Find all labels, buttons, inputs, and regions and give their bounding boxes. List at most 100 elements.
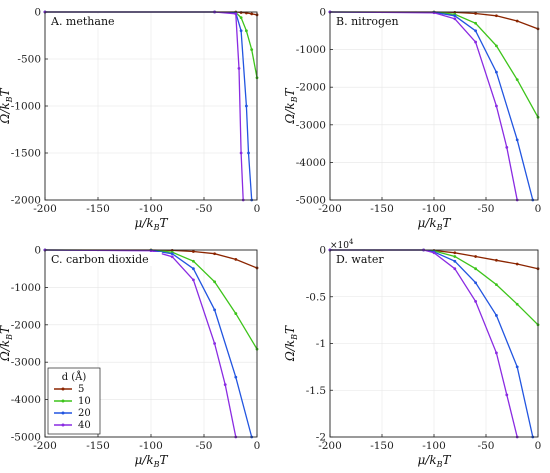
y-tick-label: -2000: [11, 195, 41, 207]
data-point: [495, 44, 498, 48]
data-point: [505, 145, 509, 149]
x-axis-label: μ/kBT: [417, 216, 451, 232]
data-point: [237, 67, 241, 70]
x-tick-label: -150: [86, 440, 110, 452]
y-tick-label: -1000: [11, 101, 41, 113]
y-tick-label: -1: [316, 338, 326, 350]
data-point: [474, 300, 477, 303]
x-axis-label: μ/kBT: [134, 453, 168, 469]
panel-title-bg: [47, 14, 117, 28]
data-point: [247, 151, 250, 155]
grid: [329, 249, 539, 438]
x-tick-label: -50: [196, 203, 213, 215]
data-point: [250, 48, 254, 51]
y-tick-label: -1000: [296, 44, 326, 56]
y-tick-label: 0: [319, 245, 326, 257]
data-point: [453, 14, 457, 18]
data-point: [495, 70, 498, 74]
x-tick-label: -100: [139, 203, 163, 215]
y-tick-label: 0: [34, 7, 41, 19]
panel-title: B. nitrogen: [336, 15, 399, 28]
panel-3: -200 -150 -100 -50 00-1000-2000-3000-4000-50…: [0, 245, 260, 470]
data-point: [453, 259, 457, 263]
x-tick-label: -200: [318, 203, 342, 215]
y-axis-label: Ω/kBT: [0, 87, 14, 124]
data-point: [453, 251, 457, 255]
y-tick-label: -5000: [296, 195, 326, 207]
legend-label-20: 20: [78, 408, 91, 419]
data-point: [474, 12, 477, 15]
x-tick-label: -200: [33, 440, 57, 452]
y-tick-label: -3000: [11, 357, 41, 369]
x-tick-label: -50: [196, 440, 213, 452]
data-point: [453, 267, 457, 271]
y-axis-label: Ω/kBT: [283, 325, 299, 362]
data-point: [234, 12, 238, 16]
x-tick-label: -100: [422, 203, 446, 215]
x-tick-label: -50: [478, 440, 495, 452]
x-tick-label: 0: [535, 203, 542, 215]
legend-label-10: 10: [78, 396, 91, 407]
data-point: [495, 14, 498, 18]
y-axis-label: Ω/kBT: [0, 325, 14, 362]
legend-marker: [61, 399, 65, 403]
panel-4: -200 -150 -100 -50 0 0 -0.5 -1 -1.5 -2 D. water μ/k…: [283, 238, 541, 469]
y-multiplier: ×104: [330, 238, 354, 251]
x-tick-label: -100: [422, 440, 446, 452]
y-tick-label: -2: [316, 432, 326, 444]
legend-marker: [61, 411, 65, 415]
data-point: [239, 16, 243, 20]
data-point: [234, 257, 238, 261]
data-point: [515, 78, 519, 82]
data-point: [474, 29, 477, 33]
data-point: [474, 255, 477, 258]
data-point: [213, 280, 217, 284]
data-point: [495, 104, 498, 108]
y-tick-label: -500: [17, 54, 41, 66]
data-point: [245, 104, 248, 108]
y-tick-label: -4000: [296, 157, 326, 169]
grid: [44, 11, 258, 201]
data-point: [245, 29, 248, 33]
y-tick-label: -2000: [11, 319, 41, 331]
y-axis-label: Ω/kBT: [283, 87, 299, 124]
y-tick-label: -1.5: [306, 385, 326, 397]
x-tick-label: -200: [33, 203, 57, 215]
y-tick-label: -3000: [296, 119, 326, 131]
data-point: [192, 267, 195, 271]
x-tick-label: -150: [86, 203, 110, 215]
y-tick-label: 0: [34, 245, 41, 257]
data-point: [250, 12, 254, 16]
data-point: [515, 302, 519, 306]
data-point: [192, 259, 195, 263]
data-point: [170, 252, 174, 256]
data-point: [213, 252, 217, 256]
panel-title: D. water: [336, 253, 384, 266]
data-point: [495, 314, 498, 317]
data-point: [474, 281, 477, 285]
data-point: [515, 19, 519, 23]
panel-title: C. carbon dioxide: [51, 253, 149, 266]
legend-label-5: 5: [78, 384, 84, 395]
y-tick-label: -2000: [296, 82, 326, 94]
legend-marker: [61, 387, 65, 391]
data-point: [432, 251, 436, 255]
data-point: [515, 262, 519, 266]
legend-marker: [61, 423, 65, 427]
series-line-40: [330, 249, 518, 438]
x-tick-label: -150: [370, 203, 394, 215]
x-tick-label: 0: [535, 440, 542, 452]
data-point: [239, 29, 243, 33]
data-point: [495, 351, 498, 355]
data-point: [453, 255, 457, 258]
series-line-20: [329, 11, 534, 201]
data-point: [453, 17, 457, 21]
x-tick-label: -150: [370, 440, 394, 452]
data-point: [495, 283, 498, 286]
data-point: [474, 40, 477, 44]
y-tick-label: -5000: [11, 432, 41, 444]
data-point: [234, 312, 238, 315]
